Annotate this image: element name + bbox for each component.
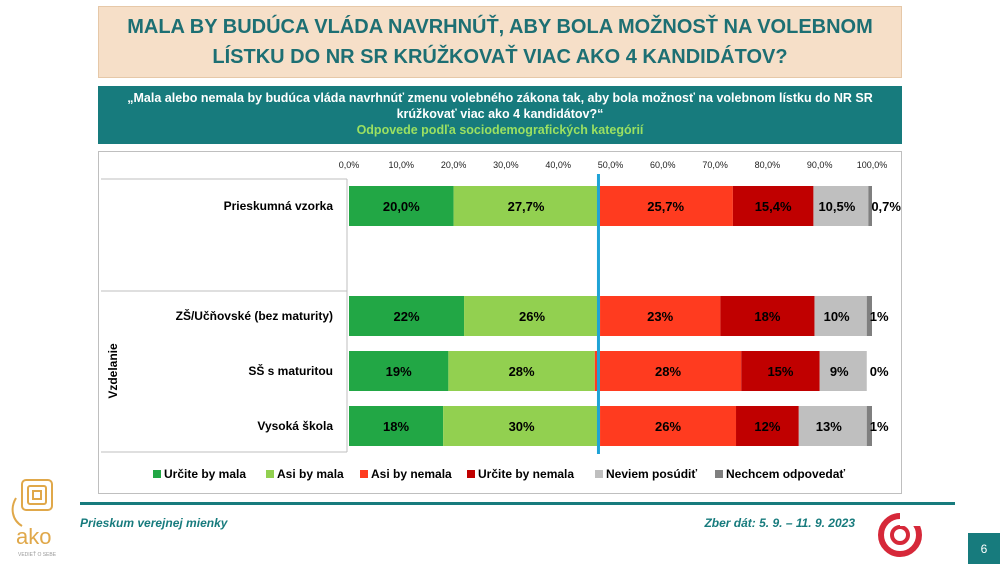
data-label: 30% [509, 419, 535, 434]
bar-segment [598, 186, 733, 226]
x-tick-label: 80,0% [755, 160, 781, 170]
footer-divider [80, 502, 955, 505]
x-tick-label: 10,0% [389, 160, 415, 170]
bar-segment [866, 296, 872, 336]
data-label: 20,0% [383, 199, 420, 214]
stacked-bar-chart: 0,0% 10,0% 20,0% 30,0% 40,0% 50,0% 60,0% 70,0% 8… [101, 160, 901, 481]
bar-segment [814, 296, 867, 336]
data-label: 1% [870, 309, 889, 324]
bar-segment [349, 406, 444, 446]
footer-date-range: Zber dát: 5. 9. – 11. 9. 2023 [704, 516, 855, 530]
data-label: 23% [647, 309, 673, 324]
bar-segment [813, 186, 869, 226]
category-label: Prieskumná vzorka [224, 199, 334, 213]
bar-segment [741, 351, 820, 391]
data-label: 19% [386, 364, 412, 379]
bar-segment [819, 351, 867, 391]
category-label: Vysoká škola [257, 419, 333, 433]
legend-label: Nechcem odpovedať [726, 467, 845, 481]
question-text: „Mala alebo nemala by budúca vláda navrh… [127, 91, 873, 121]
legend-swatch [360, 470, 368, 478]
bar-segment [798, 406, 867, 446]
bar-segment [868, 186, 872, 226]
data-label: 18% [383, 419, 409, 434]
data-label: 26% [655, 419, 681, 434]
category-label: SŠ s maturitou [248, 363, 333, 378]
ako-logo-tagline: VEDIEŤ O SEBE [18, 550, 57, 558]
x-tick-label: 50,0% [598, 160, 624, 170]
x-tick-label: 20,0% [441, 160, 467, 170]
bar-segment [600, 296, 721, 336]
data-label: 10% [824, 309, 850, 324]
x-tick-label: 70,0% [702, 160, 728, 170]
legend-swatch [266, 470, 274, 478]
data-label: 15% [767, 364, 793, 379]
x-tick-label: 100,0% [857, 160, 888, 170]
bar-segment [349, 296, 465, 336]
bar-segment [349, 351, 449, 391]
ako-logo-mark [11, 479, 53, 527]
page-title: MALA BY BUDÚCA VLÁDA NAVRHNÚŤ, ABY BOLA … [127, 16, 873, 68]
data-label: 13% [816, 419, 842, 434]
bar-segment [448, 351, 595, 391]
legend-label: Neviem posúdiť [606, 467, 697, 481]
x-tick-label: 60,0% [650, 160, 676, 170]
data-label: 28% [655, 364, 681, 379]
page-number: 6 [968, 533, 1000, 564]
bar-segment [594, 351, 742, 391]
data-label: 28% [509, 364, 535, 379]
group-label-education: Vzdelanie [106, 343, 120, 399]
data-label: 9% [830, 364, 849, 379]
legend-swatch [153, 470, 161, 478]
x-tick-label: 0,0% [339, 160, 360, 170]
legend-label: Určite by mala [164, 467, 246, 481]
x-tick-label: 30,0% [493, 160, 519, 170]
bar-segment [600, 406, 737, 446]
title-box: MALA BY BUDÚCA VLÁDA NAVRHNÚŤ, ABY BOLA … [98, 6, 902, 78]
data-label: 22% [394, 309, 420, 324]
brand-swirl-icon [878, 512, 923, 557]
data-label: 18% [754, 309, 780, 324]
data-label: 10,5% [818, 199, 855, 214]
question-subtitle: Odpovede podľa sociodemografických kateg… [356, 123, 644, 137]
data-label: 12% [754, 419, 780, 434]
footer-survey-label: Prieskum verejnej mienky [80, 516, 228, 530]
bar-segment [349, 186, 454, 226]
legend-swatch [595, 470, 603, 478]
data-label: 26% [519, 309, 545, 324]
bar-segment [732, 186, 814, 226]
bar-segment [720, 296, 815, 336]
x-tick-label: 40,0% [545, 160, 571, 170]
data-label: 1% [870, 419, 889, 434]
bar-segment [866, 406, 872, 446]
bar-segment [464, 296, 601, 336]
chart-frame: 0,0% 10,0% 20,0% 30,0% 40,0% 50,0% 60,0% 70,0% 8… [98, 151, 902, 494]
data-label: 0,7% [871, 199, 901, 214]
bar-segment [443, 406, 601, 446]
x-tick-label: 90,0% [807, 160, 833, 170]
legend-label: Určite by nemala [478, 467, 574, 481]
bar-segment [736, 406, 799, 446]
data-label: 15,4% [755, 199, 792, 214]
data-label: 0% [870, 364, 889, 379]
data-label: 25,7% [647, 199, 684, 214]
legend-swatch [467, 470, 475, 478]
data-label: 27,7% [508, 199, 545, 214]
ako-logo: ako VEDIEŤ O SEBE [11, 479, 57, 558]
question-box: „Mala alebo nemala by budúca vláda navrh… [98, 86, 902, 144]
ako-logo-text: ako [16, 524, 51, 549]
legend-label: Asi by nemala [371, 467, 452, 481]
category-label: ZŠ/Učňovské (bez maturity) [176, 308, 333, 323]
legend-swatch [715, 470, 723, 478]
legend-label: Asi by mala [277, 467, 344, 481]
bar-segment [453, 186, 599, 226]
